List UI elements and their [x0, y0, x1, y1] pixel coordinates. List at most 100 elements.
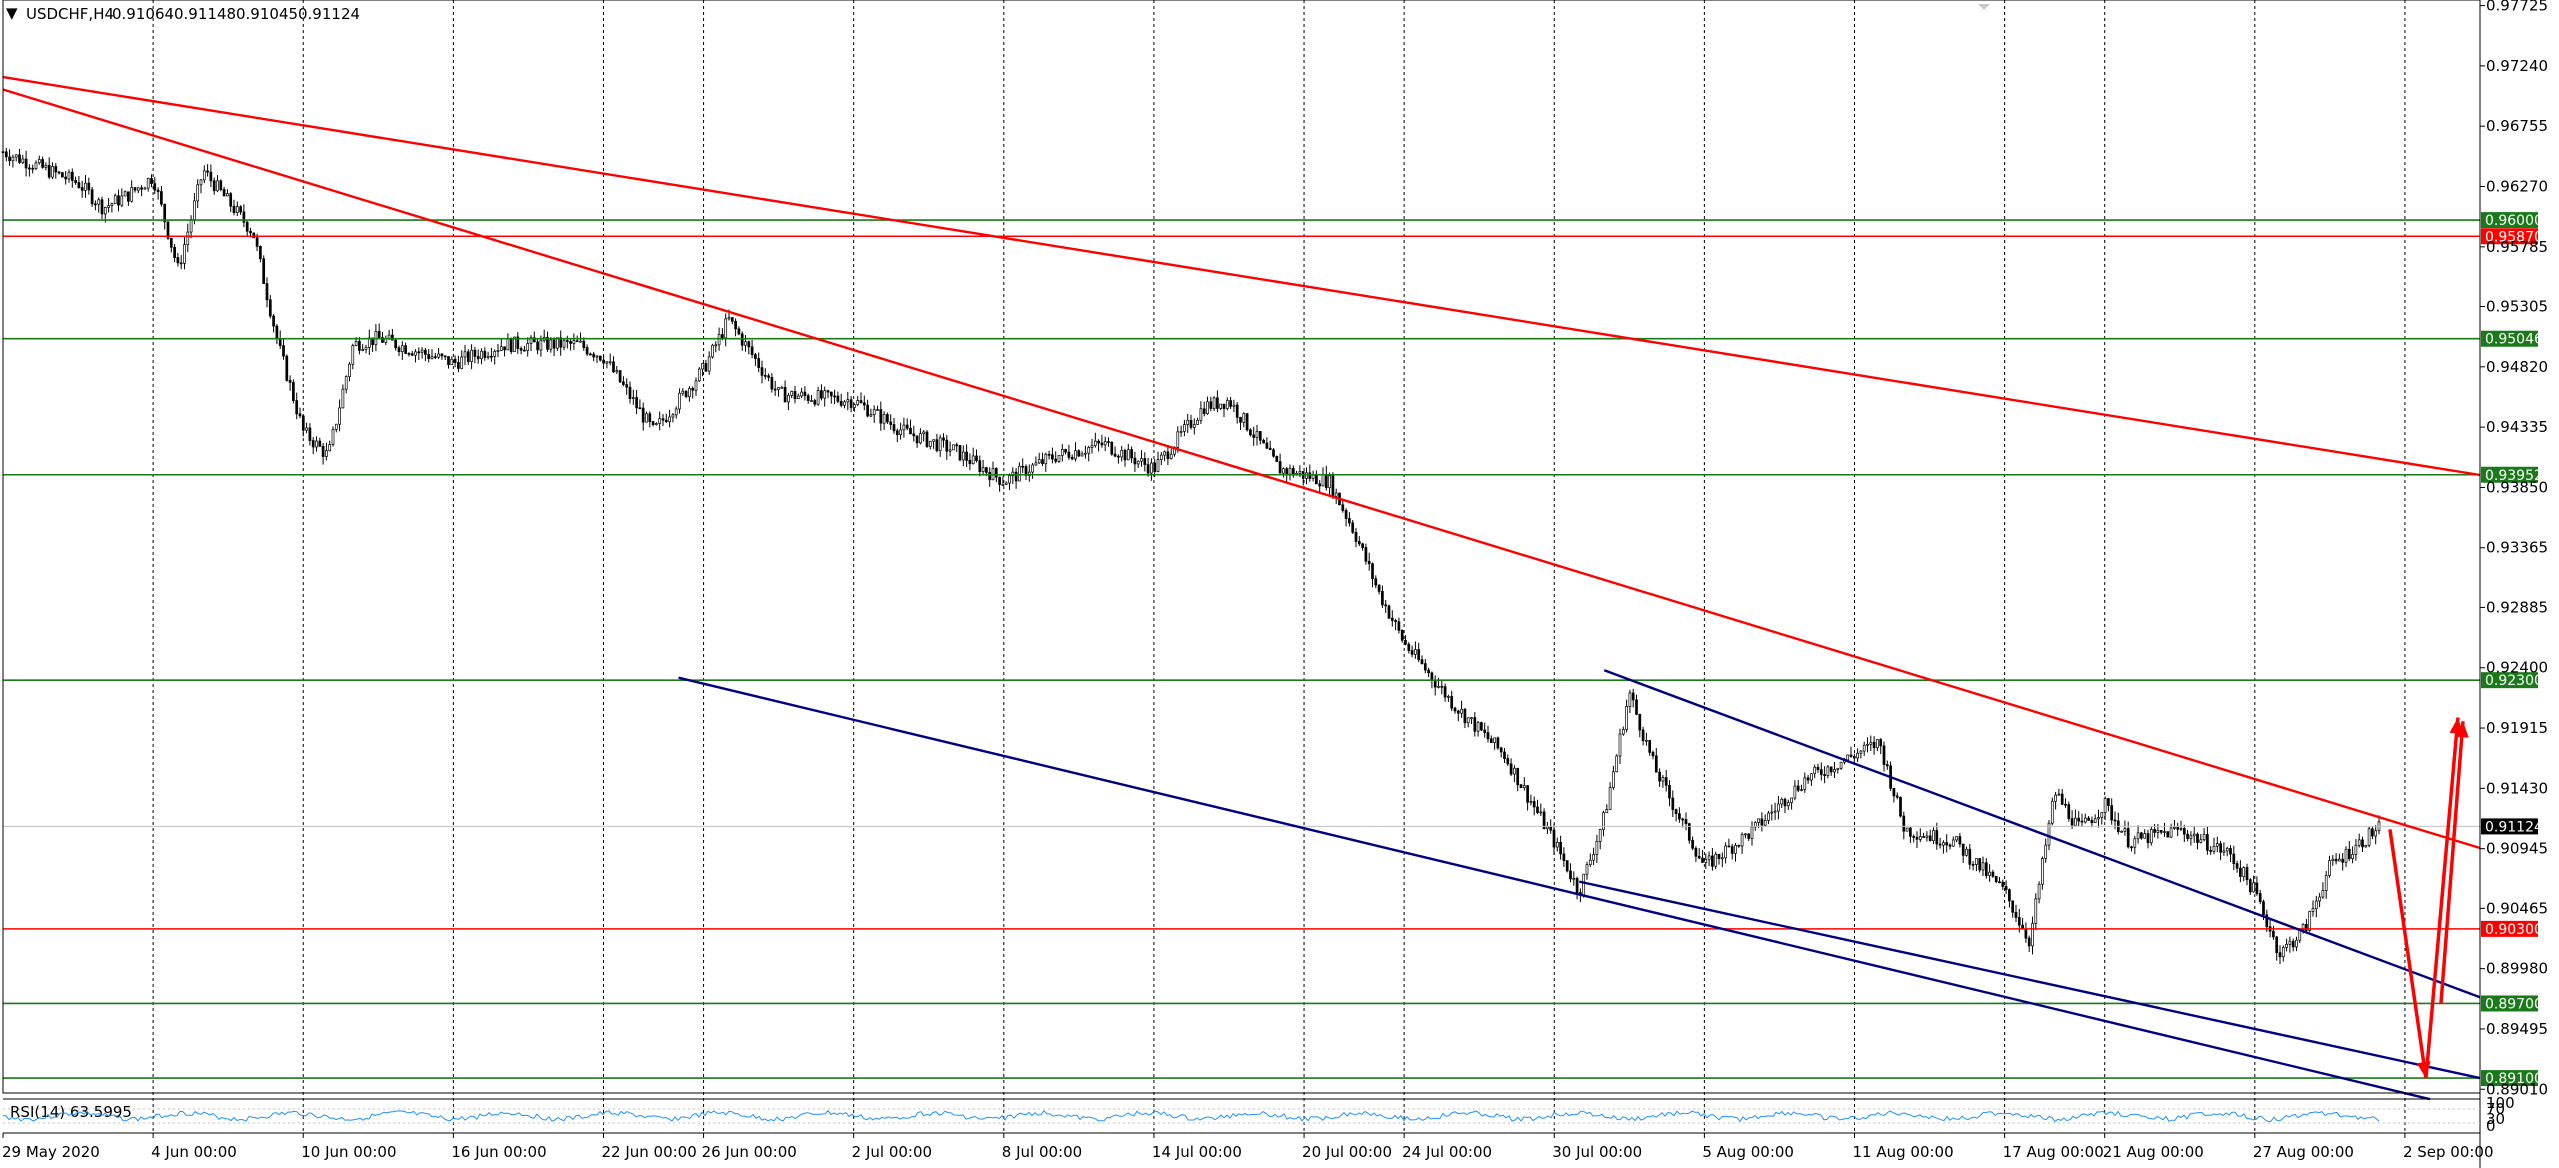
candle: [612, 356, 615, 374]
candle: [308, 423, 312, 446]
projection-arrow-2[interactable]: [2439, 721, 2469, 1004]
candle-body: [1150, 462, 1153, 474]
candle: [734, 318, 737, 337]
level-tag-0.92300[interactable]: 0.92300: [2481, 672, 2543, 689]
candle-body: [1651, 752, 1655, 757]
candle: [1664, 769, 1668, 792]
candle: [1077, 449, 1081, 458]
candle: [1503, 748, 1506, 764]
candle-body: [1470, 717, 1473, 719]
candle-body: [117, 195, 120, 206]
trendline-3[interactable]: [1603, 669, 2481, 999]
trendlines[interactable]: [2, 75, 2481, 1101]
candle: [1984, 858, 1988, 879]
shift-marker-icon[interactable]: [1978, 4, 1990, 10]
level-tag-0.95046[interactable]: 0.95046: [2481, 330, 2543, 348]
candle-body: [1404, 639, 1407, 645]
level-tag-0.89100[interactable]: 0.89100: [2481, 1070, 2543, 1087]
candle-body: [503, 346, 506, 351]
candle-body: [1473, 717, 1477, 732]
candle-body: [1344, 510, 1348, 519]
trendline-2[interactable]: [678, 676, 2431, 1101]
candle: [2100, 812, 2104, 825]
candle-body: [77, 182, 81, 188]
candle-body: [816, 390, 820, 405]
candle-body: [730, 317, 734, 322]
rsi-indicator-pane[interactable]: RSI(14) 63.5995 100 70 30 0: [2, 1094, 2515, 1135]
candle-body: [2123, 828, 2127, 832]
candle: [1064, 448, 1067, 455]
y-tick-label-13: 0.91430: [2486, 779, 2548, 797]
candle: [2050, 797, 2054, 826]
candle-body: [509, 338, 513, 352]
candle: [1334, 488, 1338, 504]
candle-body: [1357, 541, 1361, 545]
trendline-4[interactable]: [1579, 880, 2481, 1080]
candle: [2004, 880, 2008, 894]
candle: [1018, 462, 1021, 482]
candle: [1272, 448, 1275, 458]
candle: [1747, 833, 1751, 841]
candle: [87, 177, 91, 195]
level-tag-bg: [2481, 228, 2538, 245]
trendline-1[interactable]: [2, 88, 2481, 850]
candle-body: [1671, 797, 1675, 810]
candle: [1249, 428, 1252, 437]
candle: [909, 419, 912, 435]
candle-body: [325, 450, 328, 457]
candle: [262, 255, 266, 284]
candle-body: [915, 435, 919, 444]
candle: [1371, 562, 1374, 588]
candle: [51, 162, 54, 180]
level-tag-0.90300[interactable]: 0.90300: [2481, 920, 2543, 938]
candle: [61, 171, 64, 178]
candle-body: [130, 187, 134, 202]
candle: [2248, 878, 2252, 895]
level-tag-0.95870[interactable]: 0.95870: [2481, 228, 2543, 245]
candle: [427, 348, 431, 363]
candle: [80, 180, 84, 198]
candle: [1232, 399, 1236, 413]
candle-body: [1641, 729, 1645, 742]
candle: [2255, 876, 2259, 896]
candle-body: [2314, 900, 2318, 910]
projection-arrows[interactable]: [2388, 717, 2469, 1079]
candle: [2199, 834, 2203, 844]
price-axis[interactable]: 0.97725 0.97240 0.96755 0.96270 0.95785 0.953…: [2480, 0, 2548, 1098]
candle-body: [361, 349, 365, 351]
candle-body: [853, 404, 856, 408]
candle: [37, 155, 41, 165]
candle-body: [476, 355, 480, 360]
level-tag-0.89700[interactable]: 0.89700: [2481, 995, 2543, 1012]
candle-body: [430, 356, 434, 359]
time-axis[interactable]: 29 May 2020 4 Jun 00:00 10 Jun 00:00 16 Jun…: [2, 1133, 2494, 1161]
candle-body: [2344, 848, 2348, 863]
candle-body: [1803, 777, 1807, 790]
candle: [1760, 812, 1764, 832]
candle: [1136, 460, 1140, 468]
candle-body: [559, 337, 563, 348]
candle: [1780, 797, 1784, 808]
candle: [849, 396, 853, 413]
candle-body: [1800, 789, 1803, 791]
candle-body: [1153, 462, 1157, 472]
candle-body: [2156, 830, 2160, 833]
candle-body: [1592, 854, 1595, 861]
candle: [1265, 437, 1269, 450]
candle-body: [2179, 828, 2183, 830]
level-tag-0.96000[interactable]: 0.96000: [2481, 212, 2543, 229]
candle: [1344, 508, 1348, 527]
candle-body: [813, 400, 817, 405]
candle-body: [2083, 817, 2087, 823]
candle: [2041, 856, 2044, 890]
candle: [265, 277, 269, 308]
chart-menu-icon[interactable]: ▼: [6, 4, 18, 22]
candle: [473, 346, 477, 364]
candle: [882, 411, 886, 431]
candle: [2311, 900, 2315, 917]
candle-body: [367, 337, 371, 348]
level-tag-0.93952[interactable]: 0.93952: [2481, 466, 2543, 484]
trendline-0[interactable]: [2, 75, 2481, 477]
